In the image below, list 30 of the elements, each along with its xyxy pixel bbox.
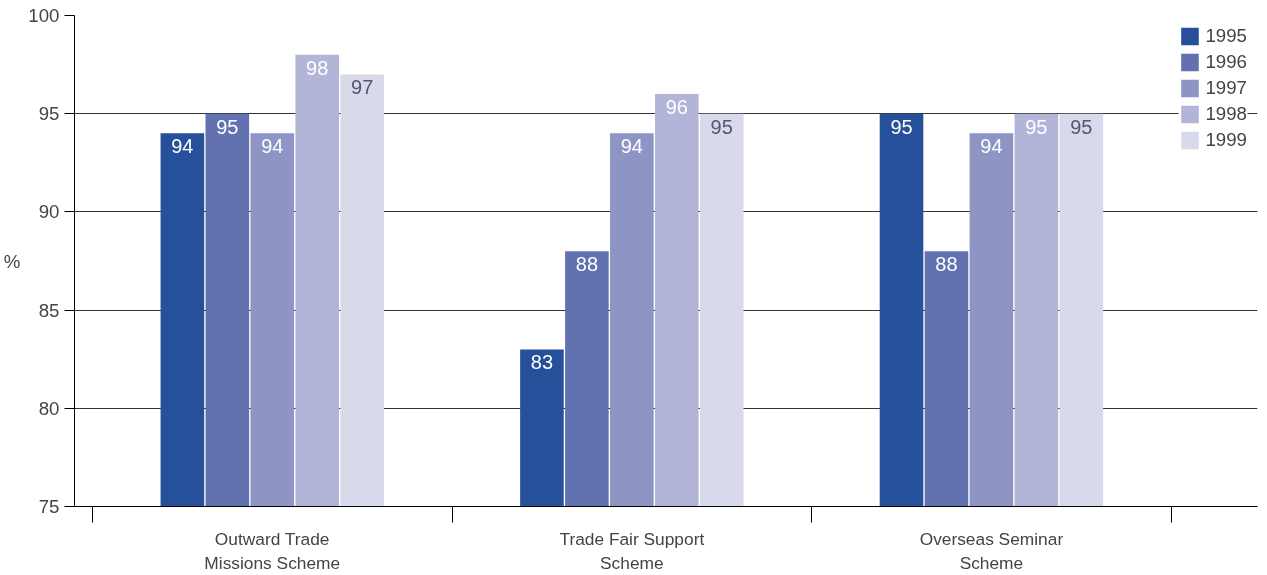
data-label: 97 (351, 76, 374, 99)
data-label: 88 (575, 253, 599, 276)
y-tick-label: 85 (38, 299, 60, 321)
legend-label: 1996 (1205, 51, 1247, 73)
data-label: 95 (710, 115, 733, 138)
legend-label: 1999 (1205, 129, 1247, 151)
data-label: 94 (980, 135, 1003, 158)
legend-label: 1997 (1205, 77, 1247, 99)
legend-label: 1998 (1205, 103, 1247, 125)
data-label: 95 (1025, 115, 1048, 138)
y-tick-label: 95 (38, 103, 60, 125)
x-tick-label: Outward Trade Missions Scheme (204, 528, 341, 573)
data-label: 94 (261, 135, 284, 158)
y-tick-label: 75 (38, 496, 60, 517)
data-label: 94 (171, 135, 194, 158)
data-label: 88 (935, 253, 958, 276)
data-label: 83 (530, 351, 554, 374)
data-label: 94 (620, 135, 643, 158)
y-axis-title: % (3, 250, 21, 272)
data-label: 98 (306, 56, 329, 79)
y-tick-label: 90 (38, 201, 60, 223)
data-label: 95 (1070, 115, 1093, 138)
data-label: 95 (216, 115, 239, 138)
data-label: 96 (665, 96, 688, 119)
legend-label: 1995 (1205, 25, 1247, 47)
y-tick-label: 80 (38, 397, 60, 419)
data-label: 95 (890, 115, 913, 138)
x-tick-label: Overseas Seminar Scheme (919, 528, 1064, 573)
y-tick-label: 100 (28, 5, 60, 26)
x-tick-label: Trade Fair Support Scheme (559, 528, 705, 573)
